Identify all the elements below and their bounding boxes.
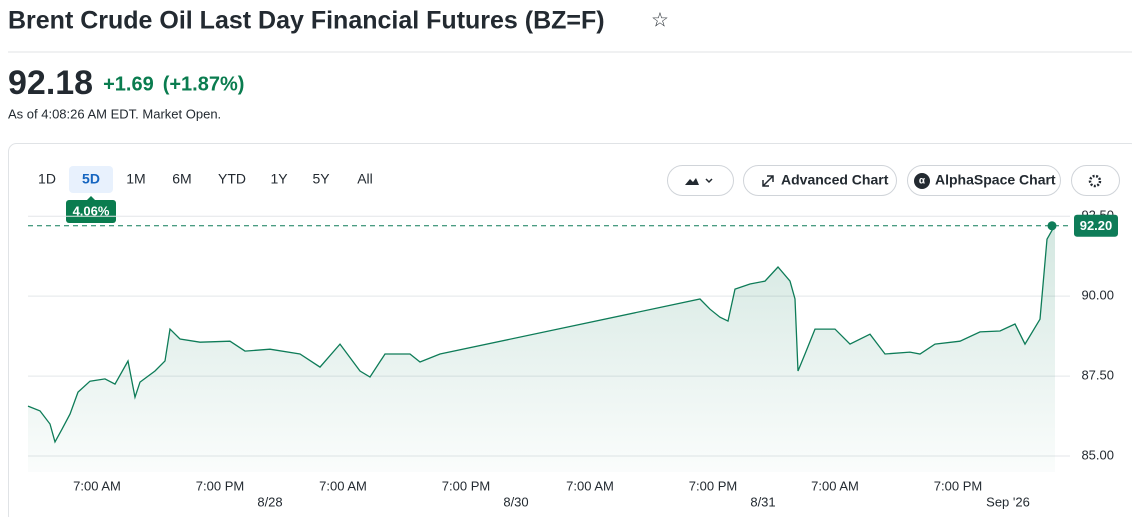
date-tick-label: 8/30 (503, 494, 528, 509)
range-button[interactable]: 1M (126, 171, 145, 187)
advanced-chart-label: Advanced Chart (781, 172, 889, 188)
x-tick-label: 7:00 PM (934, 478, 982, 493)
range-button[interactable]: 1D (38, 171, 56, 187)
badge-pointer (86, 196, 96, 201)
x-tick-label: 7:00 PM (196, 478, 244, 493)
as-of: As of 4:08:26 AM EDT. Market Open. (8, 106, 221, 121)
range-toolbar: 1D 5D 4.06% 1M 6M YTD 1Y 5Y All (38, 166, 373, 223)
range-button[interactable]: 5D (82, 171, 100, 187)
alphaspace-chart-label: AlphaSpace Chart (935, 172, 1056, 188)
date-tick-label: Sep '26 (986, 494, 1030, 509)
star-icon[interactable]: ☆ (651, 9, 669, 31)
y-tick-label: 87.50 (1081, 368, 1114, 383)
advanced-chart-button[interactable] (743, 165, 897, 196)
alphaspace-icon (914, 173, 930, 189)
date-tick-label: 8/28 (257, 494, 282, 509)
alphaspace-icon-glyph: α (919, 176, 926, 187)
chart-type-button[interactable] (667, 165, 734, 196)
gear-icon (1088, 174, 1102, 188)
range-button[interactable]: 1Y (270, 171, 288, 187)
last-point (1047, 221, 1057, 231)
x-tick-label: 7:00 AM (566, 478, 614, 493)
mountain-icon (685, 178, 699, 185)
price-area (28, 225, 1055, 472)
alphaspace-chart-button[interactable] (907, 165, 1061, 196)
range-button[interactable]: All (357, 171, 373, 187)
x-tick-label: 7:00 AM (73, 478, 121, 493)
x-tick-label: 7:00 AM (319, 478, 367, 493)
expand-icon (762, 175, 774, 187)
last-price-badge (1074, 214, 1118, 237)
price-change-percent: (+1.87%) (163, 73, 245, 95)
x-tick-label: 7:00 PM (442, 478, 490, 493)
date-tick-label: 8/31 (750, 494, 775, 509)
price: 92.18 (8, 64, 93, 102)
range-change-badge (66, 200, 116, 223)
range-button[interactable]: YTD (218, 171, 246, 187)
last-price-label: 92.20 (1080, 218, 1113, 233)
chart-card (8, 143, 1132, 517)
range-button[interactable]: 6M (172, 171, 191, 187)
x-tick-label: 7:00 PM (689, 478, 737, 493)
price-line (27, 224, 1056, 444)
title: Brent Crude Oil Last Day Financial Futur… (8, 7, 605, 35)
range-selected-bg (69, 166, 113, 193)
range-button[interactable]: 5Y (312, 171, 330, 187)
range-change: 4.06% (73, 203, 110, 218)
y-tick-label: 85.00 (1081, 447, 1114, 462)
settings-button[interactable] (1071, 165, 1120, 196)
price-change: +1.69 (103, 73, 154, 95)
x-tick-label: 7:00 AM (811, 478, 859, 493)
y-tick-label: 90.00 (1081, 288, 1114, 303)
chevron-icon (705, 178, 713, 184)
